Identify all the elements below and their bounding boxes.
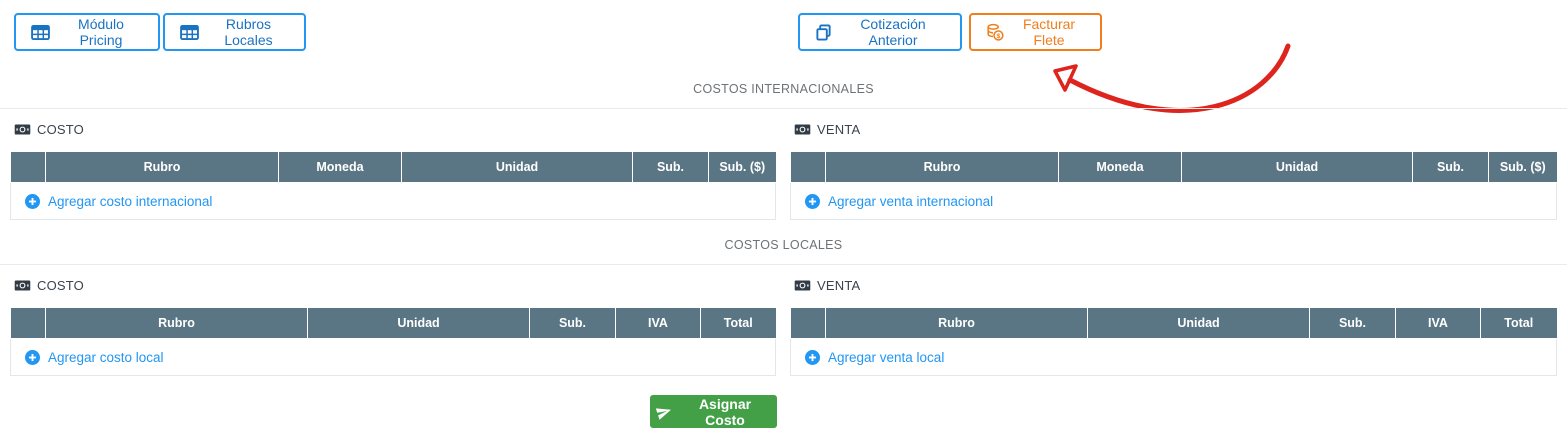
venta-local-table: Rubro Unidad Sub. IVA Total Agregar vent… [790, 308, 1557, 376]
money-bill-icon [794, 280, 811, 291]
plus-circle-icon [25, 349, 40, 365]
table-header-row: Rubro Unidad Sub. IVA Total [790, 308, 1557, 339]
add-link-label: Agregar costo local [48, 349, 164, 365]
cotizacion-anterior-button[interactable]: Cotización Anterior [798, 13, 962, 51]
column-header-total: Total [1480, 308, 1557, 339]
venta-local-label: VENTA [794, 278, 860, 293]
section-divider [0, 264, 1567, 265]
section-title-locales: COSTOS LOCALES [724, 238, 843, 252]
copy-icon [815, 23, 832, 41]
agregar-venta-local-link[interactable]: Agregar venta local [805, 349, 1556, 365]
facturar-flete-button[interactable]: $ Facturar Flete [969, 13, 1102, 51]
modulo-pricing-button[interactable]: Módulo Pricing [14, 13, 160, 51]
costo-internacional-table: Rubro Moneda Unidad Sub. Sub. ($) Agrega… [10, 152, 776, 220]
coins-dollar-icon: $ [986, 23, 1004, 41]
table-header-row: Rubro Moneda Unidad Sub. Sub. ($) [790, 152, 1557, 183]
column-header-sub: Sub. [1309, 308, 1396, 339]
column-header-empty [10, 308, 46, 339]
plus-circle-icon [805, 193, 820, 209]
column-header-moneda: Moneda [278, 152, 402, 183]
column-header-rubro: Rubro [45, 152, 279, 183]
column-header-rubro: Rubro [825, 152, 1059, 183]
costo-local-table: Rubro Unidad Sub. IVA Total Agregar cost… [10, 308, 776, 376]
venta-label-text: VENTA [817, 278, 861, 293]
rubros-locales-label: Rubros Locales [224, 16, 273, 48]
modulo-pricing-label: Módulo Pricing [78, 16, 124, 48]
section-title-internacionales: COSTOS INTERNACIONALES [693, 82, 874, 96]
column-header-iva: IVA [1395, 308, 1481, 339]
money-bill-icon [794, 124, 811, 135]
add-link-label: Agregar venta internacional [828, 193, 994, 209]
table-header-row: Rubro Moneda Unidad Sub. Sub. ($) [10, 152, 776, 183]
column-header-iva: IVA [615, 308, 701, 339]
costo-label-text: COSTO [37, 278, 84, 293]
agregar-venta-internacional-link[interactable]: Agregar venta internacional [805, 193, 1556, 209]
column-header-total: Total [700, 308, 776, 339]
venta-internacional-table: Rubro Moneda Unidad Sub. Sub. ($) Agrega… [790, 152, 1557, 220]
column-header-sub: Sub. [529, 308, 616, 339]
venta-label-text: VENTA [817, 122, 861, 137]
column-header-moneda: Moneda [1058, 152, 1182, 183]
column-header-sub-usd: Sub. ($) [708, 152, 776, 183]
agregar-costo-internacional-link[interactable]: Agregar costo internacional [25, 193, 775, 209]
asignar-costo-button[interactable]: Asignar Costo [650, 395, 777, 428]
column-header-rubro: Rubro [825, 308, 1088, 339]
column-header-unidad: Unidad [401, 152, 633, 183]
money-bill-icon [14, 280, 31, 291]
venta-internacional-label: VENTA [794, 122, 860, 137]
add-row: Agregar venta local [790, 338, 1557, 376]
plus-circle-icon [25, 193, 40, 209]
add-link-label: Agregar costo internacional [48, 193, 213, 209]
column-header-unidad: Unidad [1087, 308, 1310, 339]
costo-internacional-label: COSTO [14, 122, 84, 137]
section-divider [0, 108, 1567, 109]
paper-plane-icon [654, 401, 674, 421]
column-header-empty [10, 152, 46, 183]
column-header-unidad: Unidad [1181, 152, 1413, 183]
money-bill-icon [14, 124, 31, 135]
facturar-flete-label: Facturar Flete [1022, 16, 1076, 48]
column-header-sub: Sub. [1412, 152, 1489, 183]
table-grid-icon [180, 24, 199, 40]
asignar-costo-label: Asignar Costo [698, 395, 752, 428]
add-link-label: Agregar venta local [828, 349, 945, 365]
costo-local-label: COSTO [14, 278, 84, 293]
table-grid-icon [31, 24, 50, 40]
column-header-empty [790, 152, 826, 183]
add-row: Agregar venta internacional [790, 182, 1557, 220]
cotizacion-anterior-label: Cotización Anterior [860, 16, 926, 48]
column-header-rubro: Rubro [45, 308, 308, 339]
rubros-locales-button[interactable]: Rubros Locales [163, 13, 306, 51]
add-row: Agregar costo local [10, 338, 776, 376]
column-header-sub-usd: Sub. ($) [1488, 152, 1557, 183]
agregar-costo-local-link[interactable]: Agregar costo local [25, 349, 775, 365]
table-header-row: Rubro Unidad Sub. IVA Total [10, 308, 776, 339]
column-header-empty [790, 308, 826, 339]
svg-text:$: $ [997, 33, 1001, 40]
plus-circle-icon [805, 349, 820, 365]
add-row: Agregar costo internacional [10, 182, 776, 220]
column-header-sub: Sub. [632, 152, 709, 183]
column-header-unidad: Unidad [307, 308, 530, 339]
costo-label-text: COSTO [37, 122, 84, 137]
